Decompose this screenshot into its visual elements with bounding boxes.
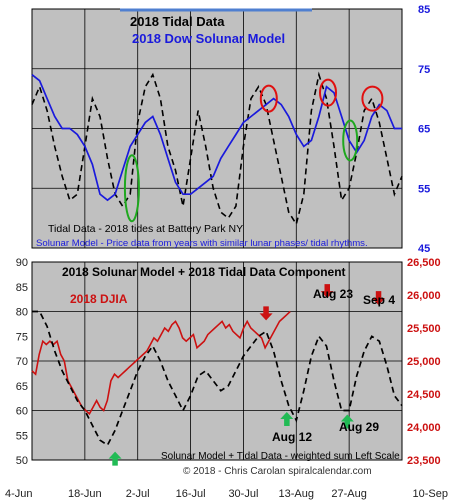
bottom-right-tick-label: 26,500 [407, 257, 441, 269]
bottom-right-tick-label: 25,500 [407, 323, 441, 335]
sep-4-label: Sep 4 [363, 293, 395, 307]
top-right-axis-ticks: 45 55 65 75 85 [418, 4, 430, 255]
x-axis-ticks: 4-Jun 18-Jun 2-Jul 16-Jul 30-Jul 13-Aug 27-Aug… [5, 488, 448, 500]
aug-29-label: Aug 29 [339, 420, 379, 434]
top-right-tick-label: 45 [418, 243, 430, 255]
tidal-data-note: Tidal Data - 2018 tides at Battery Park … [48, 223, 243, 235]
bottom-chart-title: 2018 Solunar Model + 2018 Tidal Data Com… [62, 265, 346, 279]
red-highlight-circle [319, 78, 337, 107]
weighted-sum-note: Solunar Model + Tidal Data - weighted su… [161, 451, 400, 462]
aug-23-label: Aug 23 [313, 287, 353, 301]
top-chart-title: 2018 Tidal Data [130, 14, 225, 29]
top-gridlines [32, 9, 402, 248]
top-right-tick-label: 65 [418, 124, 430, 136]
top-right-tick-label: 85 [418, 4, 430, 16]
x-tick-label: 27-Aug [331, 488, 366, 500]
bottom-right-tick-label: 26,000 [407, 290, 441, 302]
bottom-right-tick-label: 24,000 [407, 422, 441, 434]
red-highlight-circle [259, 84, 278, 113]
down-arrow-aug-23 [320, 284, 334, 299]
bottom-left-tick-label: 70 [16, 356, 28, 368]
solunar-model-note: Solunar Model - Price data from years wi… [36, 238, 368, 249]
solunar-series-line [31, 74, 402, 202]
x-tick-label: 18-Jun [68, 488, 102, 500]
bottom-right-tick-label: 24,500 [407, 389, 441, 401]
top-right-tick-label: 75 [418, 64, 430, 76]
djia-series-line [31, 310, 291, 416]
bottom-left-axis-ticks: 50 55 60 65 70 75 80 85 90 [16, 257, 28, 467]
x-tick-label: 16-Jul [176, 488, 206, 500]
x-tick-label: 10-Sep [413, 488, 448, 500]
top-chart-subtitle: 2018 Dow Solunar Model [132, 31, 285, 46]
x-tick-label: 13-Aug [279, 488, 314, 500]
djia-legend-label: 2018 DJIA [70, 292, 128, 306]
up-arrow-jun-25 [108, 451, 122, 466]
aug-12-label: Aug 12 [272, 430, 312, 444]
model-sum-series-line [32, 310, 403, 447]
x-tick-label: 4-Jun [5, 488, 33, 500]
green-highlight-circle [342, 119, 359, 162]
bottom-left-tick-label: 85 [16, 282, 28, 294]
bottom-left-tick-label: 65 [16, 381, 28, 393]
bottom-right-tick-label: 25,000 [407, 356, 441, 368]
down-arrow-aug-8 [259, 306, 273, 321]
signal-arrows [108, 284, 386, 466]
bottom-gridlines [32, 262, 402, 460]
bottom-left-tick-label: 60 [16, 406, 28, 418]
x-tick-label: 30-Jul [228, 488, 258, 500]
x-tick-label: 2-Jul [126, 488, 150, 500]
bottom-left-tick-label: 75 [16, 331, 28, 343]
bottom-left-tick-label: 80 [16, 307, 28, 319]
bottom-left-tick-label: 90 [16, 257, 28, 269]
bottom-right-tick-label: 23,500 [407, 455, 441, 467]
up-arrow-aug-29 [340, 414, 354, 429]
top-right-tick-label: 55 [418, 183, 430, 195]
green-highlight-circle [123, 154, 140, 223]
red-highlight-circle [361, 85, 384, 112]
bottom-left-tick-label: 50 [16, 455, 28, 467]
down-arrow-sep-4 [372, 291, 386, 306]
bottom-left-tick-label: 55 [16, 430, 28, 442]
up-arrow-aug-12 [280, 412, 294, 426]
copyright-note: © 2018 - Chris Carolan spiralcalendar.co… [183, 466, 372, 477]
bottom-right-axis-ticks: 23,500 24,000 24,500 25,000 25,500 26,000 26,5… [407, 257, 441, 467]
highlight-circles [123, 78, 384, 223]
